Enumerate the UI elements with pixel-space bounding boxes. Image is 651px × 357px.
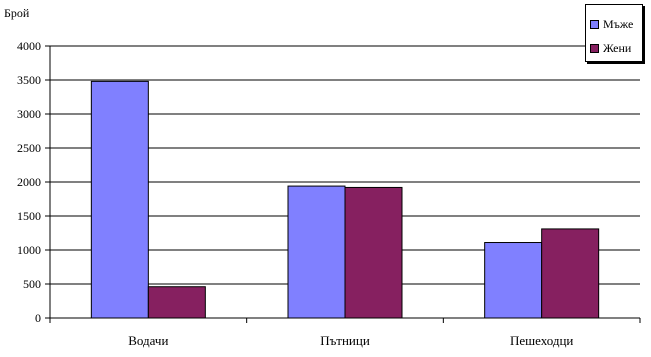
bar-men (90, 80, 149, 319)
x-tick-label: Водачи (128, 333, 168, 348)
y-tick-label: 3000 (17, 107, 41, 121)
bar-men (484, 242, 543, 319)
bar-men (287, 185, 346, 319)
y-tick-label: 4000 (17, 39, 41, 53)
y-tick-label: 1000 (17, 243, 41, 257)
legend-item-women: Жени (590, 41, 631, 56)
y-tick-label: 3500 (17, 73, 41, 87)
bar-women (344, 186, 403, 319)
y-tick-label: 2000 (17, 175, 41, 189)
tick-labels: 0 500 1000 1500 2000 2500 3000 3500 4000 Водачи Пъ… (17, 39, 573, 348)
legend-label-men: Мъже (603, 17, 634, 31)
y-tick-label: 2500 (17, 141, 41, 155)
y-axis-label: Брой (4, 6, 30, 20)
y-tick-label: 1500 (17, 209, 41, 223)
bar-women (541, 228, 600, 319)
legend-swatch-women (590, 44, 599, 53)
axes (45, 45, 641, 323)
y-tick-label: 500 (23, 277, 41, 291)
bar-women (147, 286, 206, 319)
legend-swatch-men (590, 20, 599, 29)
legend-label-women: Жени (603, 41, 632, 55)
legend: Мъже Жени (585, 4, 643, 62)
y-tick-label: 0 (35, 311, 41, 325)
x-tick-label: Пътници (320, 333, 370, 348)
legend-item-men: Мъже (590, 17, 633, 32)
bars (90, 80, 600, 319)
x-tick-label: Пешеходци (510, 333, 573, 348)
